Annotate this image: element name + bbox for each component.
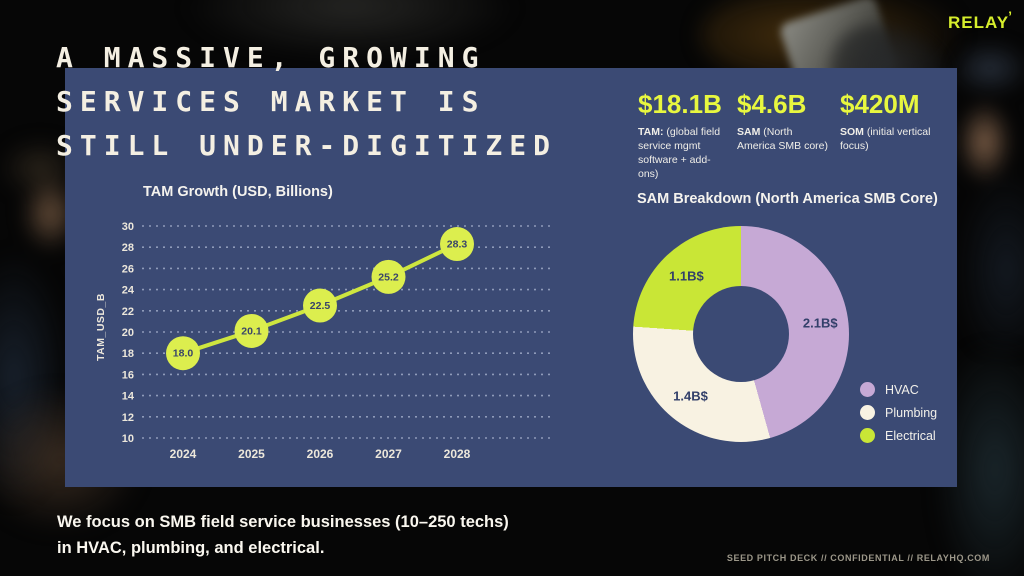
y-tick-label: 18 xyxy=(122,348,134,360)
page-title: A MASSIVE, GROWING SERVICES MARKET IS ST… xyxy=(56,36,616,168)
x-tick-label: 2027 xyxy=(375,447,402,461)
y-tick-label: 24 xyxy=(122,285,135,297)
sam-chart-title: SAM Breakdown (North America SMB Core) xyxy=(637,191,938,207)
y-tick-label: 30 xyxy=(122,221,134,233)
data-point-value: 20.1 xyxy=(241,325,262,337)
data-point-value: 22.5 xyxy=(310,300,331,312)
data-point-marker xyxy=(371,259,406,294)
stat-sam-label: SAM (North America SMB core) xyxy=(737,126,829,152)
data-point-marker xyxy=(440,227,474,262)
stat-som: $420M SOM (initial vertical focus) xyxy=(840,90,932,153)
stat-tam: $18.1B TAM: (global field service mgmt s… xyxy=(638,90,730,181)
title-line-3: STILL UNDER-DIGITIZED xyxy=(56,129,558,162)
legend-swatch-icon xyxy=(860,382,875,397)
legend-label: Plumbing xyxy=(885,405,938,420)
title-line-1: A MASSIVE, GROWING xyxy=(56,41,486,74)
donut-slice-label: 2.1B$ xyxy=(802,315,838,331)
y-tick-label: 20 xyxy=(122,327,134,339)
relay-logo: RELAY’ xyxy=(948,8,1013,32)
focus-note-line-1: We focus on SMB field service businesses… xyxy=(57,513,509,531)
y-tick-label: 16 xyxy=(122,369,134,381)
donut-slice-label: 1.4B$ xyxy=(673,388,708,404)
y-tick-label: 14 xyxy=(122,391,135,403)
legend-swatch-icon xyxy=(860,405,875,420)
focus-note-line-2: in HVAC, plumbing, and electrical. xyxy=(57,539,325,557)
data-point-marker xyxy=(303,288,337,323)
photo-technician-right xyxy=(946,30,1024,350)
data-point-value: 18.0 xyxy=(173,348,194,360)
data-point-marker xyxy=(234,313,269,348)
legend-label: HVAC xyxy=(885,382,919,397)
x-tick-label: 2028 xyxy=(444,447,471,461)
y-axis-label: TAM_USD_B xyxy=(95,293,107,361)
data-point-value: 28.3 xyxy=(447,239,468,251)
stat-tam-label: TAM: (global field service mgmt software… xyxy=(638,126,721,180)
y-tick-label: 28 xyxy=(122,242,134,254)
x-tick-label: 2026 xyxy=(307,447,334,461)
focus-note: We focus on SMB field service businesses… xyxy=(57,509,509,561)
x-tick-label: 2025 xyxy=(238,447,265,461)
stat-som-label: SOM (initial vertical focus) xyxy=(840,126,931,152)
legend-item: HVAC xyxy=(860,378,937,401)
y-tick-label: 10 xyxy=(122,433,134,445)
legend-item: Electrical xyxy=(860,424,937,447)
donut-slice-label: 1.1B$ xyxy=(669,268,704,284)
logo-tick-icon: ’ xyxy=(1008,8,1013,24)
legend-label: Electrical xyxy=(885,428,936,443)
data-point-marker xyxy=(166,336,200,371)
y-tick-label: 22 xyxy=(122,306,134,318)
legend-swatch-icon xyxy=(860,428,875,443)
stat-tam-value: $18.1B xyxy=(638,89,722,119)
stat-som-value: $420M xyxy=(840,89,920,119)
donut-hole xyxy=(693,286,789,382)
stat-sam: $4.6B SAM (North America SMB core) xyxy=(737,90,829,153)
tam-chart-title: TAM Growth (USD, Billions) xyxy=(143,184,333,200)
sam-breakdown-donut-chart: 2.1B$ 1.4B$ 1.1B$ xyxy=(633,226,849,442)
data-point-value: 25.2 xyxy=(378,271,399,283)
stat-sam-value: $4.6B xyxy=(737,89,807,119)
tam-growth-line-chart: 10 12 14 16 18 20 22 24 26 28 30 2024 2025 2026 2027 20… xyxy=(95,221,550,461)
title-line-2: SERVICES MARKET IS xyxy=(56,85,486,118)
x-tick-label: 2024 xyxy=(170,447,197,461)
y-tick-label: 12 xyxy=(122,412,134,424)
footer-confidential: SEED PITCH DECK // CONFIDENTIAL // RELAY… xyxy=(726,553,990,563)
legend-item: Plumbing xyxy=(860,401,937,424)
donut-legend: HVAC Plumbing Electrical xyxy=(860,378,937,447)
y-tick-label: 26 xyxy=(122,263,134,275)
